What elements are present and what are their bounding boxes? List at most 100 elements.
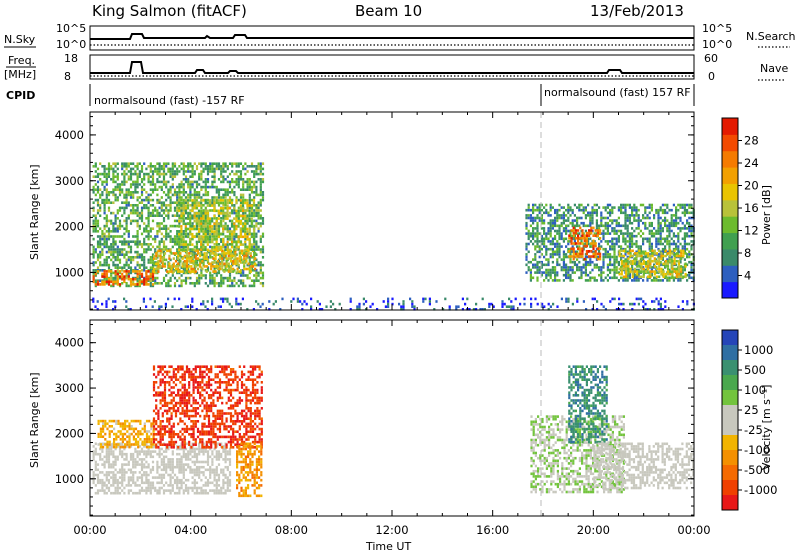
data-cell (543, 227, 546, 230)
data-cell (549, 240, 552, 243)
data-cell (679, 227, 682, 230)
data-cell (96, 222, 100, 225)
data-cell (154, 183, 157, 186)
data-cell (181, 265, 184, 268)
data-cell (490, 302, 493, 306)
data-cell (242, 284, 245, 288)
data-cell (213, 224, 216, 228)
data-cell (671, 259, 674, 263)
data-cell (114, 180, 117, 184)
data-cell (565, 208, 568, 212)
data-cell (151, 204, 155, 207)
data-cell (159, 254, 162, 258)
data-cell (107, 463, 111, 466)
data-cell (613, 253, 616, 256)
data-cell (107, 465, 111, 469)
data-cell (589, 221, 592, 225)
data-cell (186, 305, 189, 308)
data-cell (182, 188, 185, 191)
data-cell (123, 243, 126, 246)
data-cell (684, 262, 687, 266)
data-cell (127, 478, 130, 482)
data-cell (116, 478, 119, 482)
data-cell (668, 276, 671, 280)
data-cell (525, 247, 528, 251)
data-cell (402, 305, 405, 308)
data-cell (659, 227, 662, 230)
data-cell (211, 185, 214, 189)
data-cell (105, 172, 108, 176)
data-cell (402, 308, 405, 311)
data-cell (376, 308, 379, 311)
data-cell (635, 227, 638, 230)
data-cell (617, 206, 620, 209)
data-cell (224, 199, 227, 202)
data-cell (237, 279, 240, 282)
data-cell (595, 221, 598, 225)
data-cell (222, 245, 225, 249)
data-cell (182, 209, 185, 212)
data-cell (225, 262, 228, 266)
data-cell (642, 232, 645, 235)
data-cell (600, 273, 603, 277)
data-cell (180, 238, 183, 241)
data-cell (606, 250, 609, 254)
data-cell (651, 270, 654, 273)
data-cell (110, 219, 113, 223)
data-cell (112, 276, 115, 280)
data-cell (155, 267, 158, 271)
data-cell (127, 481, 130, 485)
data-cell (96, 258, 100, 262)
data-cell (238, 252, 241, 255)
data-cell (123, 170, 126, 173)
data-cell (215, 196, 218, 199)
data-cell (116, 489, 119, 492)
data-cell (248, 284, 251, 288)
data-cell (543, 255, 546, 259)
data-cell (145, 224, 148, 228)
data-cell (206, 258, 210, 262)
data-cell (92, 165, 95, 168)
data-cell (244, 243, 247, 246)
data-cell (598, 227, 601, 230)
data-cell (155, 257, 158, 260)
data-cell (261, 302, 264, 306)
data-cell (136, 211, 139, 215)
data-cell (92, 250, 95, 254)
data-cell (659, 260, 662, 264)
data-cell (182, 232, 185, 236)
data-cell (198, 191, 201, 194)
power-region-6 (618, 249, 687, 279)
data-cell (233, 209, 236, 212)
data-cell (136, 279, 139, 282)
data-cell (560, 237, 563, 241)
data-cell (245, 259, 248, 263)
data-cell (615, 271, 618, 274)
data-cell (574, 231, 577, 235)
data-cell (121, 253, 124, 256)
data-cell (249, 252, 252, 255)
data-cell (123, 172, 126, 176)
data-cell (157, 262, 160, 266)
data-cell (193, 225, 196, 228)
data-cell (228, 248, 231, 252)
data-cell (180, 214, 183, 218)
data-cell (189, 243, 192, 246)
data-cell (125, 270, 128, 273)
data-cell (176, 271, 179, 275)
data-cell (198, 217, 201, 220)
data-cell (230, 232, 234, 236)
data-cell (672, 214, 675, 217)
data-cell (112, 230, 115, 233)
data-cell (96, 211, 100, 215)
data-cell (99, 481, 102, 485)
data-cell (268, 300, 271, 303)
data-cell (444, 297, 447, 301)
data-cell (123, 175, 126, 178)
data-cell (534, 255, 537, 259)
data-cell (186, 222, 190, 226)
data-cell (238, 257, 241, 260)
data-cell (138, 170, 141, 173)
data-cell (187, 180, 190, 184)
data-cell (690, 245, 693, 248)
